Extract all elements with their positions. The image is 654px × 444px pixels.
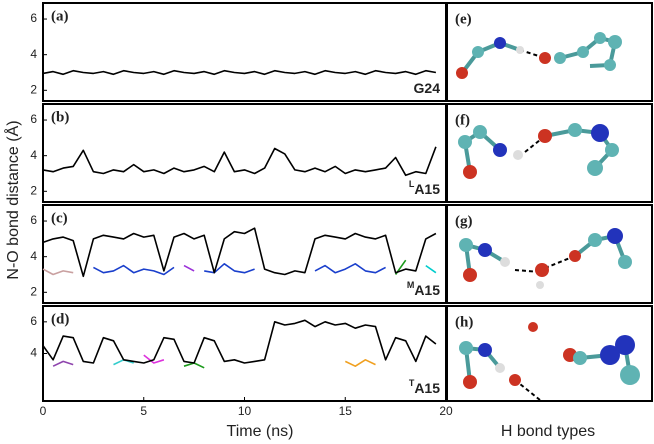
x-axis-label: Time (ns) [227,423,294,440]
y-tick-label: 4 [30,249,37,263]
residue-label: TA15 [409,378,440,395]
residue-name: A15 [414,282,440,298]
y-tick-label: 4 [30,148,37,162]
structure-label: (e) [455,11,472,27]
series-line [344,359,376,367]
x-tick-label: 15 [339,404,353,418]
residue-sup: L [409,179,415,189]
plot-frame [42,204,447,304]
residue-sup: T [409,378,415,388]
structure-label: (h) [455,314,473,330]
residue-name: A15 [414,380,440,396]
y-axis-label: N-O bond distance (Å) [3,120,22,279]
y-tick-label: 6 [30,112,37,126]
y-tick-label: 2 [30,82,37,96]
panel-label: (a) [51,8,69,24]
y-tick-label: 6 [30,11,37,25]
panel-label: (c) [51,210,68,226]
right-axis-label: H bond types [501,423,595,440]
series-line [42,319,437,364]
series-line [42,146,437,177]
panel-label: (b) [51,109,69,125]
plot-frame [42,103,447,203]
structure-label: (f) [455,112,470,128]
residue-label: LA15 [409,179,440,196]
plot-frame [42,305,447,402]
series-line [42,268,74,276]
x-tick-label: 10 [238,404,252,418]
series-line [143,354,165,364]
y-tick-label: 2 [30,183,37,197]
y-tick-label: 6 [30,213,37,227]
series-line [52,360,74,367]
series-line [42,69,437,76]
x-tick-label: 0 [40,404,47,418]
residue-label: MA15 [407,280,440,297]
residue-label: G24 [414,80,441,96]
residue-name: G24 [414,80,441,96]
structures [446,2,653,402]
residue-sup: M [407,280,415,290]
x-tick-label: 5 [140,404,147,418]
series-line [425,264,437,274]
x-tick-label: 20 [439,404,453,418]
series-line [42,227,437,278]
y-tick-label: 2 [30,284,37,298]
series-line [183,264,195,272]
y-tick-label: 6 [30,314,37,328]
plot-frame [42,2,447,102]
y-tick-label: 4 [30,47,37,61]
residue-name: A15 [414,181,440,197]
series-line [93,263,386,276]
y-tick-label: 4 [30,346,37,360]
structure-label: (g) [455,213,473,229]
panel-label: (d) [51,311,69,327]
